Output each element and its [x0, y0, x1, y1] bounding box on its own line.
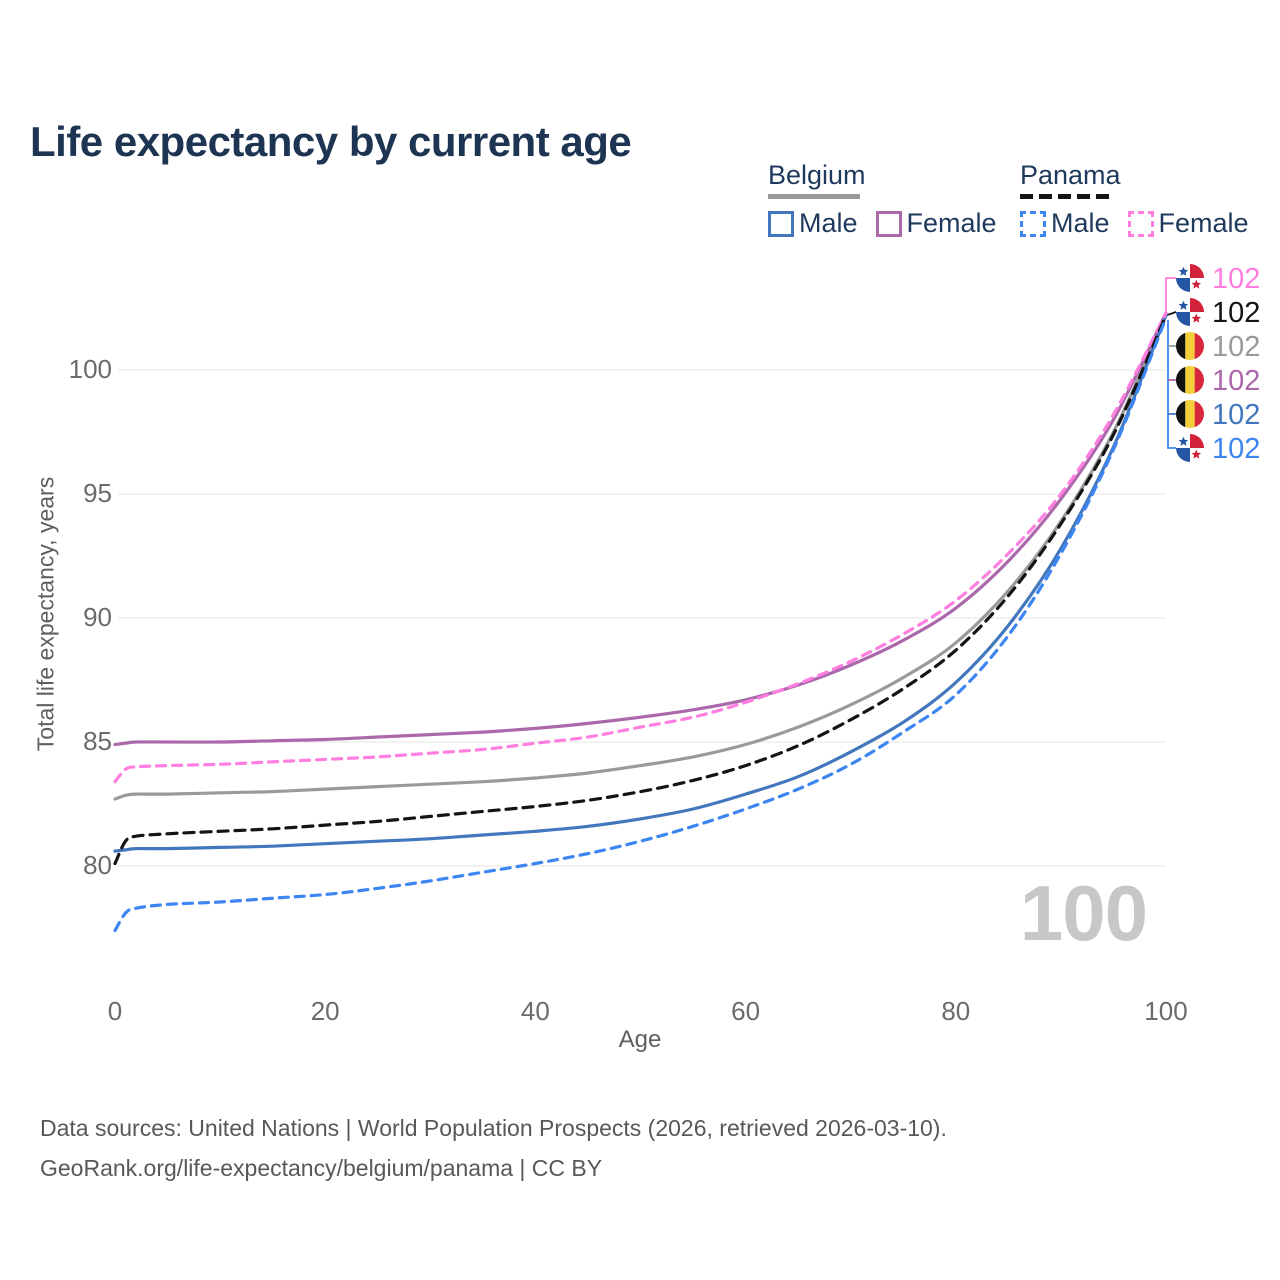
- y-tick-label: 95: [83, 478, 112, 508]
- series-line-belgium_all: [113, 313, 1168, 801]
- x-tick-label: 100: [1144, 996, 1188, 1026]
- end-value-label-belgium_female: 102: [1212, 365, 1260, 397]
- panama-flag-icon: [1176, 434, 1204, 462]
- legend-item-panama-female[interactable]: Female: [1127, 208, 1249, 239]
- x-tick-label: 80: [941, 996, 971, 1026]
- y-tick-label: 85: [83, 726, 112, 756]
- panama-male-swatch-icon: [1020, 210, 1046, 237]
- end-value-label-belgium_all: 102: [1212, 331, 1260, 363]
- x-tick-label: 40: [520, 996, 550, 1026]
- legend-label-belgium-female: Female: [906, 208, 997, 238]
- legend-country-panama: Panama: [1020, 160, 1121, 190]
- end-value-label-panama_female: 102: [1212, 263, 1260, 295]
- current-age-watermark: 100: [1019, 869, 1148, 957]
- x-axis-title: Age: [618, 1026, 662, 1053]
- series-line-belgium_female: [113, 311, 1168, 747]
- legend-item-panama-male[interactable]: Male: [1020, 208, 1110, 239]
- belgium-flag-icon: [1176, 332, 1204, 360]
- legend-panama-dashed-line-key: [1020, 194, 1110, 199]
- flag-star-icon: [1178, 436, 1189, 446]
- belgium-flag-icon: [1176, 366, 1204, 394]
- end-label-leader-lines: [1165, 277, 1177, 449]
- panama-flag-icon: [1176, 264, 1204, 292]
- gridlines: [118, 369, 1166, 867]
- page-title: Life expectancy by current age: [30, 118, 632, 166]
- series-line-belgium_male: [113, 313, 1168, 853]
- x-tick-label: 60: [731, 996, 761, 1026]
- x-tick-label: 20: [310, 996, 340, 1026]
- legend-group-panama: Panama Male Female: [1020, 160, 1249, 239]
- panama-flag-icon: [1176, 298, 1204, 326]
- y-tick-label: 90: [83, 602, 112, 632]
- legend-label-belgium-male: Male: [799, 208, 858, 238]
- series-line-panama_female: [113, 311, 1168, 784]
- legend-label-panama-female: Female: [1158, 208, 1249, 238]
- end-value-label-panama_all: 102: [1212, 297, 1260, 329]
- series-line-panama_male: [113, 316, 1168, 933]
- belgium-female-swatch-icon: [875, 210, 902, 237]
- legend-label-panama-male: Male: [1051, 208, 1110, 238]
- end-value-label-panama_male: 102: [1212, 433, 1260, 465]
- legend-country-belgium: Belgium: [768, 160, 866, 190]
- flag-star-icon: [1191, 313, 1202, 323]
- footer: Data sources: United Nations | World Pop…: [40, 1108, 947, 1188]
- legend-group-belgium: Belgium Male Female: [768, 160, 997, 239]
- legend-belgium-solid-line-key: [768, 194, 860, 199]
- footer-attribution: GeoRank.org/life-expectancy/belgium/pana…: [40, 1155, 603, 1181]
- belgium-male-swatch-icon: [768, 210, 794, 237]
- y-axis-title: Total life expectancy, years: [32, 476, 59, 752]
- y-tick-label: 100: [68, 354, 112, 384]
- footer-data-sources: Data sources: United Nations | World Pop…: [40, 1115, 947, 1141]
- end-value-label-belgium_male: 102: [1212, 399, 1260, 431]
- x-tick-label: 0: [107, 996, 123, 1026]
- flag-star-icon: [1191, 449, 1202, 459]
- panama-female-swatch-icon: [1127, 210, 1154, 237]
- legend-item-belgium-male[interactable]: Male: [768, 208, 858, 239]
- belgium-flag-icon: [1176, 400, 1204, 428]
- flag-star-icon: [1178, 266, 1189, 276]
- legend-item-belgium-female[interactable]: Female: [875, 208, 997, 239]
- y-tick-label: 80: [83, 850, 112, 880]
- flag-star-icon: [1178, 300, 1189, 310]
- series-line-panama_all: [113, 313, 1168, 866]
- flag-star-icon: [1191, 279, 1202, 289]
